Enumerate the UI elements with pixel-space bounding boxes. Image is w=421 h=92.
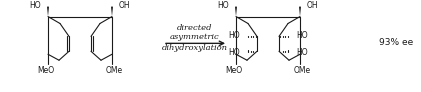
Text: OH: OH xyxy=(119,1,131,10)
Polygon shape xyxy=(235,7,237,17)
Text: directed: directed xyxy=(177,24,213,32)
Text: HO: HO xyxy=(228,48,240,57)
Text: asymmetric: asymmetric xyxy=(170,33,220,41)
Text: HO: HO xyxy=(296,48,308,57)
Text: dihydroxylation: dihydroxylation xyxy=(162,44,228,52)
Text: HO: HO xyxy=(296,31,308,40)
Text: MeO: MeO xyxy=(37,66,55,75)
Text: HO: HO xyxy=(228,31,240,40)
Text: MeO: MeO xyxy=(225,66,242,75)
Text: OMe: OMe xyxy=(293,66,311,75)
Text: HO: HO xyxy=(29,1,41,10)
Polygon shape xyxy=(299,7,301,17)
Text: HO: HO xyxy=(217,1,229,10)
Polygon shape xyxy=(111,7,113,17)
Polygon shape xyxy=(47,7,49,17)
Text: OMe: OMe xyxy=(105,66,123,75)
Text: 93% ee: 93% ee xyxy=(379,38,413,47)
Text: OH: OH xyxy=(307,1,319,10)
